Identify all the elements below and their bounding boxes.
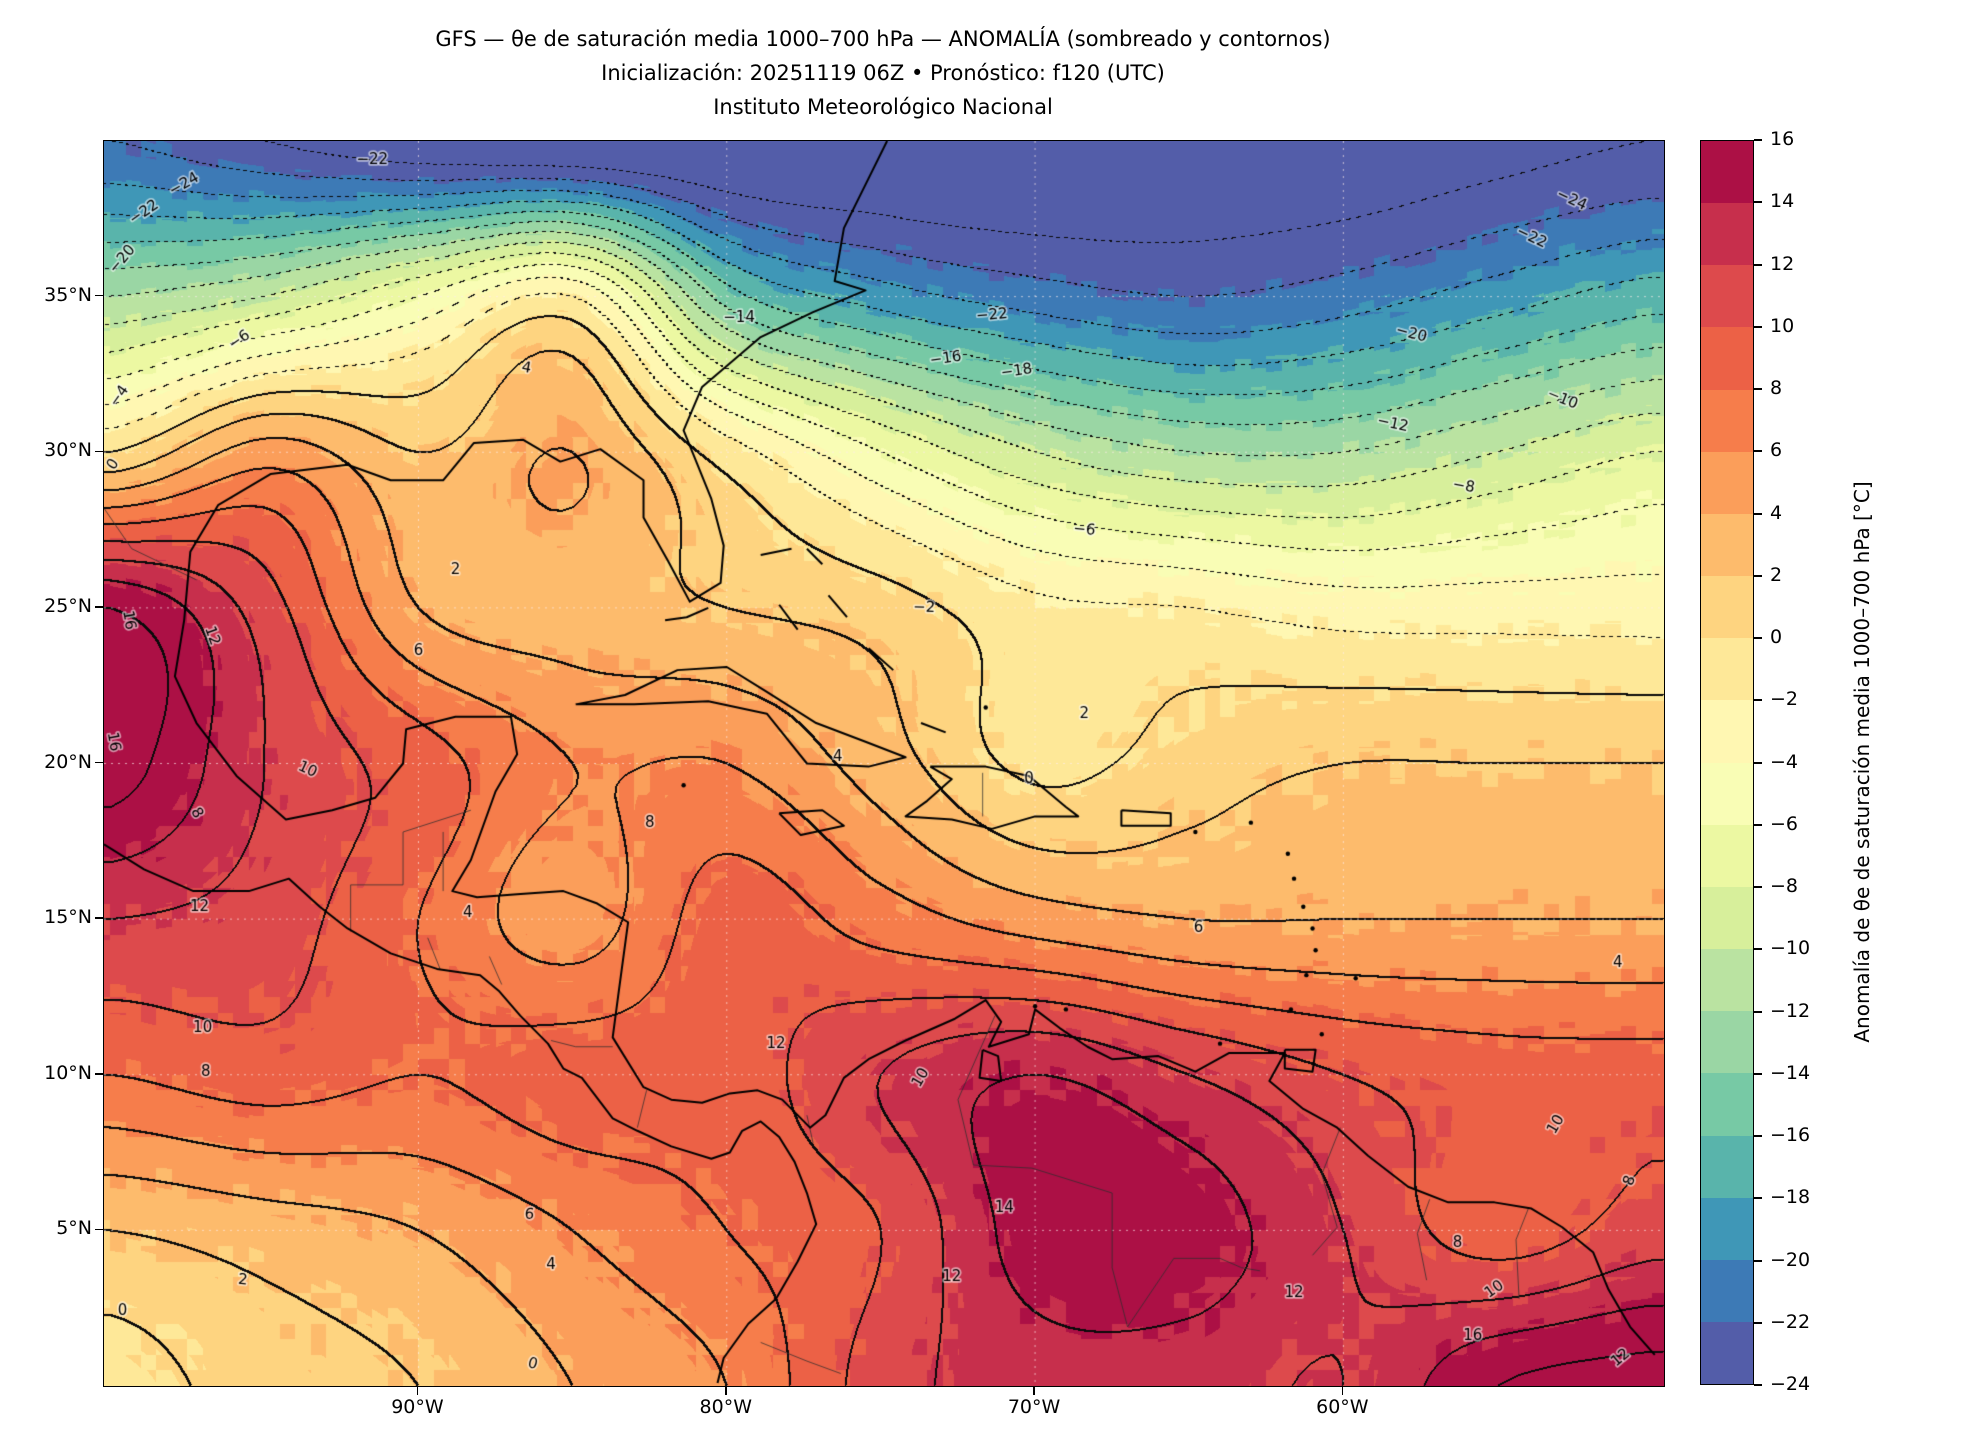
colorbar-segment [1701, 451, 1753, 514]
colorbar-tick-mark [1754, 1197, 1762, 1200]
y-tick-mark [95, 761, 103, 764]
chart-title-block: GFS — θe de saturación media 1000–700 hP… [103, 22, 1663, 124]
colorbar-segment [1701, 576, 1753, 639]
colorbar-tick-label: 8 [1770, 377, 1783, 399]
y-tick-mark [95, 450, 103, 452]
colorbar-tick-label: −10 [1770, 937, 1811, 960]
colorbar-segment [1701, 949, 1753, 1012]
colorbar-tick-mark [1754, 948, 1762, 951]
y-tick-mark [95, 294, 103, 297]
colorbar-tick-label: 16 [1770, 128, 1795, 150]
x-tick-mark [725, 1386, 727, 1395]
colorbar-segment [1701, 1259, 1753, 1322]
colorbar-segment [1701, 389, 1753, 452]
y-tick-mark [95, 917, 103, 919]
chart-title-line1: GFS — θe de saturación media 1000–700 hP… [435, 27, 1331, 51]
y-tick-label: 15°N [44, 906, 92, 929]
y-tick-label: 20°N [44, 750, 92, 773]
y-tick-label: 10°N [44, 1061, 92, 1084]
colorbar-tick-label: −22 [1770, 1310, 1811, 1333]
colorbar-tick-mark [1754, 1321, 1762, 1324]
colorbar-tick-label: −20 [1770, 1248, 1811, 1271]
x-tick-mark [1033, 1386, 1035, 1395]
colorbar-segment [1701, 886, 1753, 950]
colorbar-tick-mark [1754, 761, 1762, 764]
colorbar-segment [1701, 638, 1753, 701]
colorbar-tick-label: 6 [1770, 439, 1783, 462]
colorbar-segment [1701, 1197, 1753, 1260]
colorbar-tick-mark [1754, 325, 1762, 328]
y-tick-label: 25°N [44, 594, 92, 617]
colorbar-tick-mark [1754, 637, 1762, 639]
colorbar-segment [1701, 141, 1753, 204]
colorbar-segment [1701, 700, 1753, 763]
colorbar-segment [1701, 1073, 1753, 1136]
colorbar-tick-mark [1754, 1384, 1762, 1386]
x-tick-label: 70°W [1007, 1396, 1061, 1418]
x-tick-mark [1341, 1386, 1344, 1395]
y-tick-mark [95, 1073, 103, 1075]
x-tick-label: 90°W [391, 1396, 444, 1418]
colorbar [1700, 140, 1754, 1385]
colorbar-tick-mark [1754, 388, 1762, 390]
colorbar-tick-label: −16 [1770, 1124, 1811, 1146]
colorbar-tick-label: 0 [1770, 626, 1783, 648]
colorbar-tick-mark [1754, 139, 1762, 141]
x-tick-mark [416, 1386, 419, 1395]
colorbar-segment [1701, 265, 1753, 328]
colorbar-tick-label: −8 [1770, 875, 1799, 897]
chart-title-line2: Inicialización: 20251119 06Z • Pronóstic… [601, 61, 1165, 85]
colorbar-tick-label: 12 [1770, 252, 1795, 275]
colorbar-tick-mark [1754, 450, 1762, 453]
colorbar-segment [1701, 1321, 1753, 1385]
anomaly-map-canvas [103, 140, 1665, 1387]
colorbar-tick-mark [1754, 1135, 1762, 1137]
colorbar-tick-label: 4 [1770, 501, 1783, 524]
colorbar-segment [1701, 824, 1753, 887]
colorbar-tick-mark [1754, 699, 1762, 702]
colorbar-tick-mark [1754, 1010, 1762, 1013]
colorbar-segment [1701, 762, 1753, 825]
colorbar-tick-mark [1754, 1259, 1762, 1262]
colorbar-segment [1701, 203, 1753, 266]
colorbar-tick-mark [1754, 263, 1762, 266]
y-tick-mark [95, 1228, 103, 1231]
x-tick-label: 80°W [699, 1396, 752, 1418]
colorbar-segment [1701, 1135, 1753, 1198]
colorbar-segment [1701, 1011, 1753, 1074]
colorbar-tick-label: −14 [1770, 1061, 1811, 1084]
colorbar-tick-label: −2 [1770, 688, 1799, 711]
colorbar-axis-label: Anomalía de θe de saturación media 1000–… [1850, 481, 1874, 1043]
colorbar-segment [1701, 513, 1753, 577]
colorbar-tick-mark [1754, 574, 1762, 577]
colorbar-tick-mark [1754, 512, 1762, 515]
colorbar-tick-label: −18 [1770, 1186, 1811, 1209]
colorbar-tick-label: −24 [1770, 1373, 1811, 1395]
colorbar-tick-label: 10 [1770, 314, 1795, 337]
colorbar-tick-mark [1754, 823, 1762, 826]
y-tick-label: 5°N [56, 1217, 92, 1240]
colorbar-tick-label: −12 [1770, 999, 1811, 1022]
colorbar-tick-label: 14 [1770, 190, 1795, 213]
x-tick-label: 60°W [1316, 1396, 1369, 1418]
colorbar-tick-label: 2 [1770, 563, 1783, 586]
colorbar-segment [1701, 327, 1753, 390]
colorbar-tick-mark [1754, 201, 1762, 204]
colorbar-tick-label: −6 [1770, 812, 1799, 835]
y-tick-label: 30°N [44, 439, 92, 462]
chart-title-line3: Instituto Meteorológico Nacional [713, 95, 1053, 119]
colorbar-tick-label: −4 [1770, 750, 1799, 773]
y-tick-mark [95, 606, 103, 608]
colorbar-tick-mark [1754, 1072, 1762, 1075]
colorbar-tick-mark [1754, 886, 1762, 888]
y-tick-label: 35°N [44, 283, 92, 306]
